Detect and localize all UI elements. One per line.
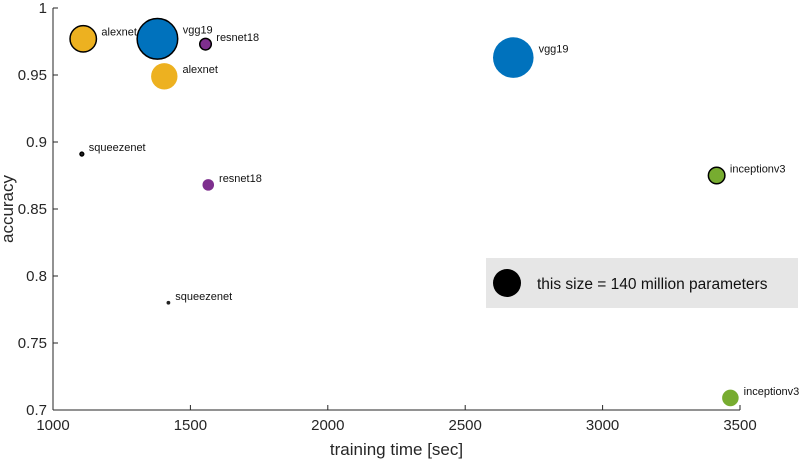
data-label-vgg19: vgg19 [183, 25, 213, 37]
y-tick-label: 0.85 [18, 201, 47, 218]
legend-box [486, 258, 798, 308]
x-tick-label: 1000 [36, 417, 69, 434]
legend-text: this size = 140 million parameters [537, 276, 768, 293]
data-label-vgg19: vgg19 [539, 44, 569, 56]
data-point-labels: alexnetalexnetvgg19vgg19resnet18resnet18… [89, 25, 800, 398]
x-tick-label: 2000 [311, 417, 344, 434]
data-point-vgg19 [136, 17, 179, 60]
y-tick-label: 1 [39, 0, 47, 17]
data-label-inceptionv3: inceptionv3 [744, 386, 800, 398]
y-tick-label: 0.8 [26, 268, 47, 285]
data-label-squeezenet: squeezenet [175, 291, 232, 303]
data-point-squeezenet [166, 300, 171, 305]
data-label-resnet18: resnet18 [216, 32, 259, 44]
data-point-squeezenet [79, 151, 85, 157]
data-label-alexnet: alexnet [101, 27, 136, 39]
y-tick-label: 0.9 [26, 134, 47, 151]
data-point-inceptionv3 [722, 389, 739, 407]
y-tick-label: 0.7 [26, 402, 47, 419]
y-tick-label: 0.75 [18, 335, 47, 352]
data-label-resnet18: resnet18 [219, 173, 262, 185]
data-point-resnet18 [198, 37, 213, 51]
axis-ticks: 1000 1500 2000 2500 3000 3500 0.7 0.75 0.8 0.85 0.… [18, 0, 757, 434]
data-point-resnet18 [202, 179, 215, 191]
x-axis-label: training time [sec] [330, 440, 463, 459]
x-tick-label: 3500 [723, 417, 756, 434]
size-legend: this size = 140 million parameters [486, 258, 798, 308]
data-points [69, 17, 739, 407]
data-label-inceptionv3: inceptionv3 [730, 164, 786, 176]
data-point-alexnet [69, 24, 98, 53]
data-point-inceptionv3 [707, 166, 726, 185]
x-tick-label: 1500 [174, 417, 207, 434]
data-label-alexnet: alexnet [182, 64, 217, 76]
data-point-alexnet [151, 63, 178, 90]
data-point-vgg19 [493, 37, 534, 78]
x-tick-label: 3000 [586, 417, 619, 434]
x-tick-label: 2500 [449, 417, 482, 434]
data-label-squeezenet: squeezenet [89, 142, 146, 154]
y-axis-label: accuracy [0, 174, 17, 243]
legend-size-marker [493, 269, 521, 297]
y-tick-label: 0.95 [18, 67, 47, 84]
